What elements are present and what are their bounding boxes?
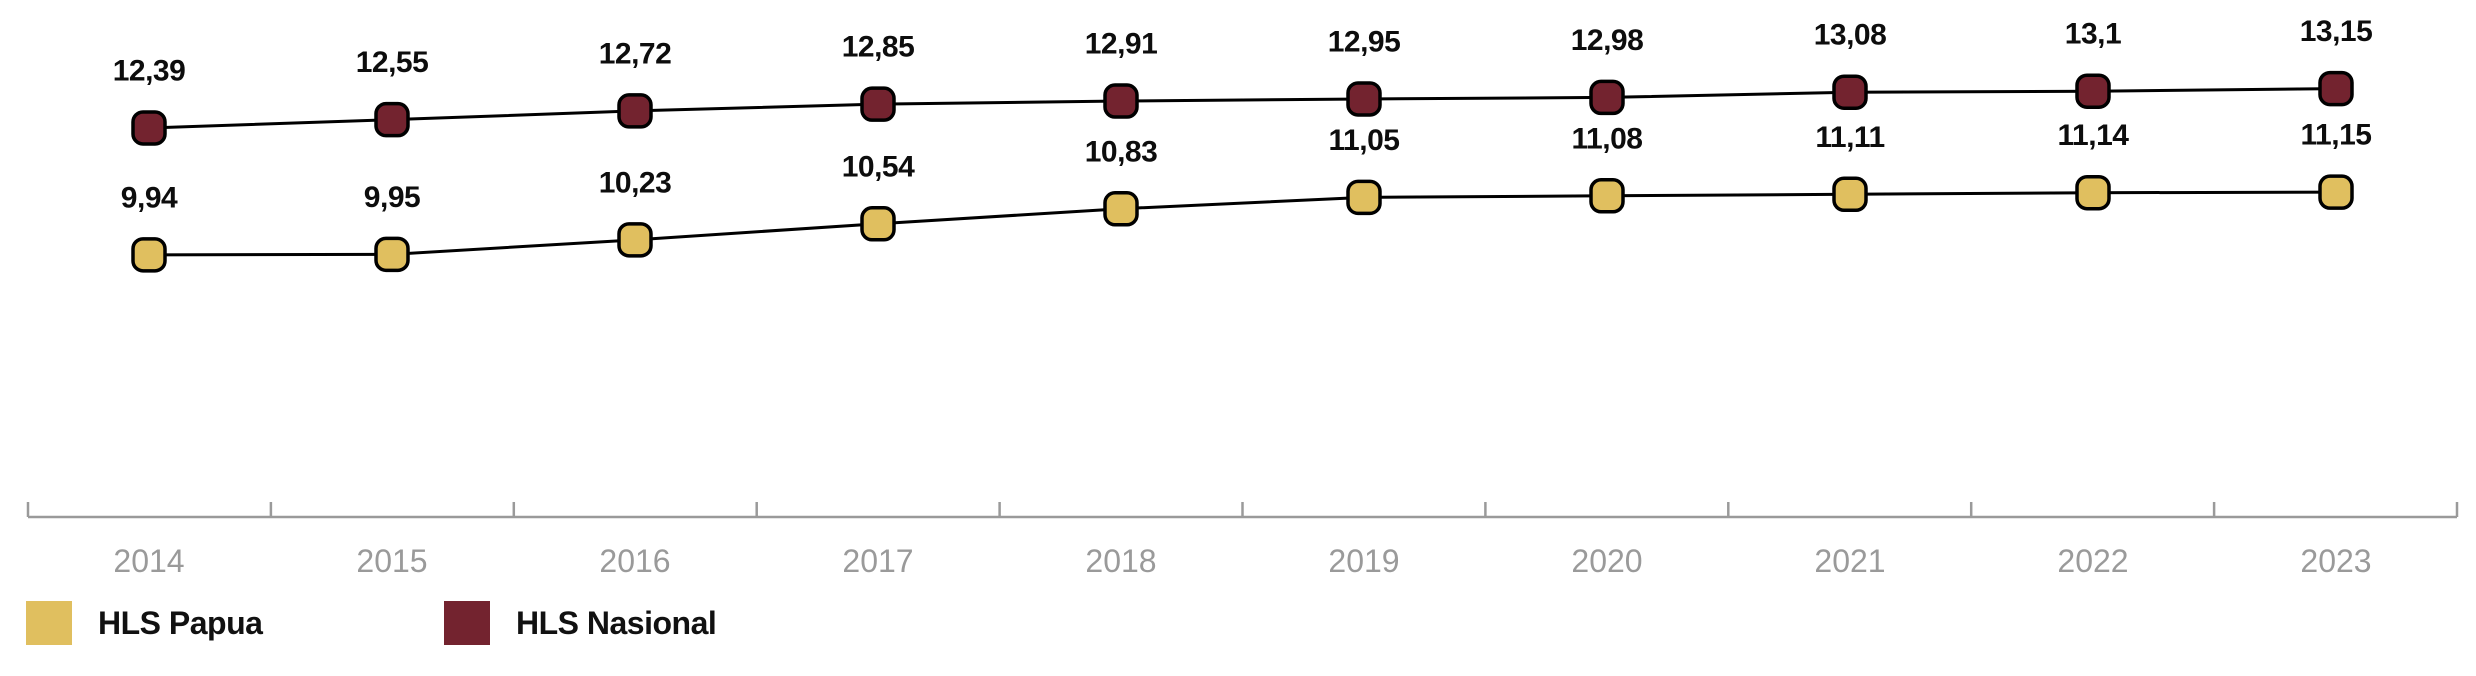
data-point-label-hls-papua-2021: 11,11: [1815, 121, 1884, 154]
data-point-marker-hls-nasional-2021: [1832, 74, 1868, 110]
data-point-marker-hls-papua-2015: [374, 236, 410, 273]
data-point-label-hls-nasional-2016: 12,72: [599, 37, 672, 70]
data-point-marker-hls-nasional-2020: [1589, 79, 1625, 116]
data-point-label-hls-nasional-2018: 12,91: [1085, 28, 1158, 61]
x-axis-label-2023: 2023: [2300, 543, 2371, 579]
data-point-label-hls-papua-2023: 11,15: [2301, 119, 2372, 152]
data-point-marker-hls-papua-2023: [2318, 174, 2354, 210]
series-line-hls-papua: [148, 190, 2337, 257]
x-axis-label-2014: 2014: [113, 543, 184, 579]
x-axis-label-2020: 2020: [1571, 543, 1642, 579]
data-point-marker-hls-nasional-2016: [617, 93, 653, 129]
legend-item-hls-papua[interactable]: HLS Papua: [26, 601, 263, 645]
data-point-label-hls-papua-2020: 11,08: [1572, 122, 1643, 155]
series-line-hls-nasional: [148, 87, 2337, 130]
legend-label-hls-papua: HLS Papua: [98, 604, 263, 641]
data-point-label-hls-nasional-2017: 12,85: [842, 31, 915, 64]
data-point-marker-hls-papua-2019: [1346, 179, 1382, 216]
x-axis-label-2022: 2022: [2057, 543, 2128, 579]
data-point-marker-hls-nasional-2014: [131, 110, 167, 146]
data-point-label-hls-papua-2019: 11,05: [1329, 124, 1400, 157]
data-point-marker-hls-nasional-2023: [2318, 70, 2354, 107]
chart-legend: HLS Papua HLS Nasional: [0, 601, 2476, 653]
data-point-label-hls-papua-2017: 10,54: [842, 150, 915, 183]
legend-label-hls-nasional: HLS Nasional: [516, 604, 717, 641]
data-point-marker-hls-nasional-2018: [1103, 83, 1139, 119]
x-axis-label-2017: 2017: [842, 543, 913, 579]
x-axis-label-2015: 2015: [356, 543, 427, 579]
x-axis-label-2021: 2021: [1814, 543, 1885, 579]
data-point-label-hls-papua-2016: 10,23: [599, 166, 672, 199]
data-point-label-hls-nasional-2022: 13,1: [2065, 18, 2121, 51]
data-point-marker-hls-nasional-2019: [1346, 81, 1382, 117]
data-point-label-hls-nasional-2014: 12,39: [113, 54, 186, 87]
data-point-marker-hls-nasional-2017: [860, 86, 896, 122]
data-point-marker-hls-papua-2014: [131, 237, 167, 273]
data-point-label-hls-papua-2022: 11,14: [2058, 119, 2130, 152]
x-axis-label-2018: 2018: [1085, 543, 1156, 579]
data-point-label-hls-papua-2018: 10,83: [1085, 135, 1158, 168]
data-point-marker-hls-papua-2016: [617, 222, 653, 258]
data-point-label-hls-nasional-2020: 12,98: [1571, 24, 1644, 57]
data-point-marker-hls-nasional-2022: [2075, 73, 2111, 109]
x-axis-label-2016: 2016: [599, 543, 670, 579]
legend-item-hls-nasional[interactable]: HLS Nasional: [444, 601, 717, 645]
data-point-marker-hls-papua-2018: [1103, 191, 1139, 227]
data-point-label-hls-nasional-2019: 12,95: [1328, 25, 1401, 58]
legend-swatch-hls-nasional: [444, 601, 490, 645]
data-point-marker-hls-papua-2022: [2075, 174, 2111, 211]
data-point-marker-hls-papua-2021: [1832, 176, 1868, 213]
x-axis-label-2019: 2019: [1328, 543, 1399, 579]
data-point-label-hls-nasional-2021: 13,08: [1814, 19, 1887, 52]
data-point-label-hls-nasional-2023: 13,15: [2300, 15, 2373, 48]
data-point-marker-hls-papua-2017: [860, 206, 896, 242]
legend-swatch-hls-papua: [26, 601, 72, 645]
data-point-marker-hls-papua-2020: [1589, 178, 1625, 214]
data-point-label-hls-papua-2015: 9,95: [364, 181, 420, 214]
data-point-label-hls-papua-2014: 9,94: [121, 181, 178, 214]
data-point-label-hls-nasional-2015: 12,55: [356, 46, 429, 79]
data-point-marker-hls-nasional-2015: [374, 101, 410, 138]
